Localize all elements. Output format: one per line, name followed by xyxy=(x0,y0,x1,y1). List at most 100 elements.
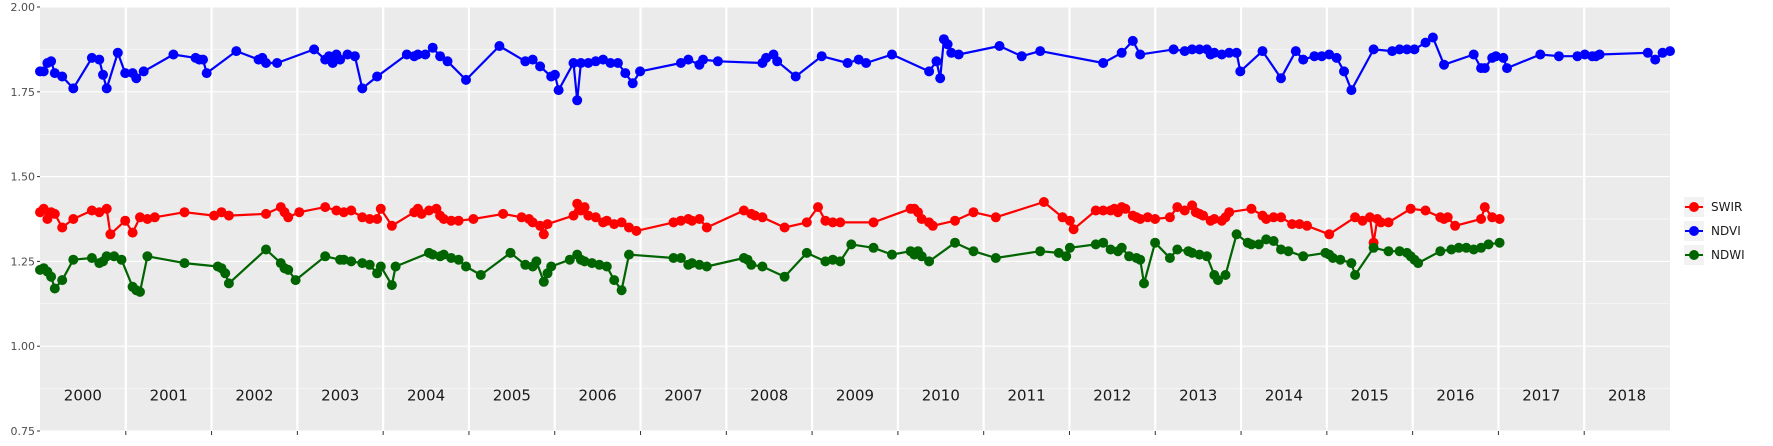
data-point-ndvi xyxy=(790,71,801,82)
data-point-ndwi xyxy=(968,246,979,257)
year-label: 2002 xyxy=(235,386,273,404)
data-point-swir xyxy=(283,212,294,223)
data-point-swir xyxy=(1198,210,1209,221)
data-point-ndwi xyxy=(1368,242,1379,253)
data-point-swir xyxy=(1135,214,1146,224)
data-point-ndwi xyxy=(223,278,234,289)
year-label: 2015 xyxy=(1351,386,1389,404)
data-point-ndvi xyxy=(1127,35,1138,46)
data-point-ndwi xyxy=(1201,251,1212,262)
data-point-ndvi xyxy=(38,66,49,77)
data-point-ndvi xyxy=(1298,54,1309,65)
legend-key-ndvi xyxy=(1689,226,1699,236)
legend-label-ndwi: NDWI xyxy=(1711,248,1745,262)
data-point-swir xyxy=(446,215,457,226)
data-point-ndvi xyxy=(1346,85,1357,96)
data-point-swir xyxy=(1268,212,1279,223)
year-label: 2014 xyxy=(1265,386,1303,404)
data-point-swir xyxy=(616,217,627,228)
data-point-ndvi xyxy=(442,56,453,67)
data-point-ndwi xyxy=(386,280,397,291)
data-point-ndvi xyxy=(412,49,423,60)
data-point-ndvi xyxy=(572,95,583,106)
data-point-ndwi xyxy=(887,249,897,260)
data-point-ndvi xyxy=(1309,51,1320,62)
data-point-ndwi xyxy=(1164,253,1175,263)
data-point-swir xyxy=(294,207,305,218)
data-point-swir xyxy=(346,205,357,216)
data-point-swir xyxy=(1068,224,1079,235)
data-point-ndwi xyxy=(1413,258,1424,269)
data-point-ndwi xyxy=(564,254,575,265)
data-point-ndwi xyxy=(1350,270,1361,280)
year-label: 2013 xyxy=(1179,386,1217,404)
data-point-ndwi xyxy=(1246,239,1257,250)
data-point-ndwi xyxy=(1346,258,1357,269)
data-point-ndwi xyxy=(1061,251,1072,262)
data-point-ndvi xyxy=(1194,44,1205,55)
data-point-ndwi xyxy=(179,258,190,269)
data-point-swir xyxy=(1287,219,1298,230)
data-point-ndwi xyxy=(1116,242,1127,253)
data-point-swir xyxy=(757,212,768,223)
data-point-swir xyxy=(179,207,190,218)
data-point-ndwi xyxy=(283,264,294,275)
data-point-ndvi xyxy=(201,68,212,79)
data-point-swir xyxy=(950,215,960,226)
data-point-ndvi xyxy=(1553,51,1564,62)
data-point-ndvi xyxy=(131,73,142,84)
data-point-swir xyxy=(49,208,60,219)
data-point-ndwi xyxy=(779,271,790,282)
year-label: 2012 xyxy=(1093,386,1131,404)
data-point-ndwi xyxy=(1494,237,1505,248)
data-point-swir xyxy=(538,229,549,240)
data-point-swir xyxy=(827,217,838,228)
year-label: 2016 xyxy=(1436,386,1474,404)
data-point-swir xyxy=(105,229,116,240)
data-point-ndvi xyxy=(1642,47,1653,58)
data-point-ndwi xyxy=(46,271,57,282)
data-point-ndvi xyxy=(1016,51,1027,62)
data-point-swir xyxy=(149,212,160,223)
data-point-ndvi xyxy=(461,74,471,85)
data-point-ndvi xyxy=(842,58,853,68)
data-point-ndvi xyxy=(712,56,723,67)
data-point-ndvi xyxy=(101,83,112,94)
data-point-ndvi xyxy=(1331,52,1342,63)
data-point-swir xyxy=(990,212,1001,223)
data-point-ndvi xyxy=(527,54,538,65)
data-point-swir xyxy=(868,217,879,228)
data-point-ndwi xyxy=(320,251,331,262)
data-point-ndwi xyxy=(1231,229,1242,240)
data-point-ndwi xyxy=(1335,254,1346,265)
legend-label-swir: SWIR xyxy=(1711,200,1742,214)
data-point-ndwi xyxy=(220,268,231,279)
data-point-swir xyxy=(386,220,397,231)
data-point-swir xyxy=(542,219,553,230)
data-point-ndwi xyxy=(86,253,97,263)
data-point-ndwi xyxy=(475,270,486,280)
data-point-ndvi xyxy=(887,49,897,60)
data-point-swir xyxy=(223,210,234,221)
data-point-ndwi xyxy=(1298,251,1309,262)
data-point-swir xyxy=(364,214,375,224)
data-point-ndvi xyxy=(1409,44,1420,55)
data-point-ndvi xyxy=(427,42,438,53)
data-point-ndwi xyxy=(1035,246,1046,257)
data-point-ndwi xyxy=(609,275,620,286)
data-point-ndwi xyxy=(49,283,60,294)
data-point-ndvi xyxy=(335,54,346,65)
data-point-ndvi xyxy=(1098,58,1109,68)
data-point-ndvi xyxy=(1235,66,1246,77)
data-point-swir xyxy=(57,222,68,233)
data-point-ndvi xyxy=(942,39,953,50)
year-label: 2009 xyxy=(836,386,874,404)
data-point-swir xyxy=(1164,212,1175,223)
data-point-ndwi xyxy=(461,261,471,272)
data-point-ndwi xyxy=(675,253,686,263)
data-point-ndvi xyxy=(635,66,646,77)
data-point-ndvi xyxy=(1035,46,1046,57)
data-point-swir xyxy=(1494,214,1505,224)
data-point-ndvi xyxy=(575,58,586,68)
